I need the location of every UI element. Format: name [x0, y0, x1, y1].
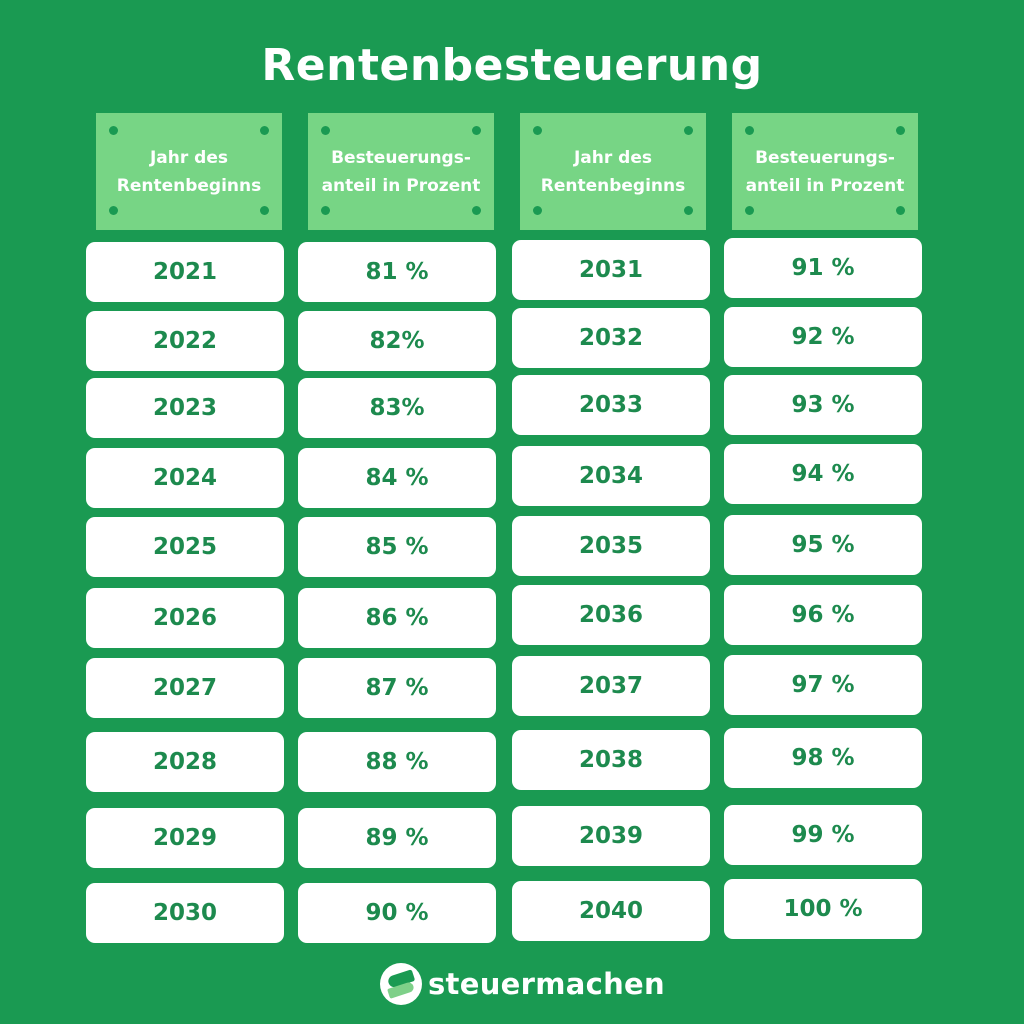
year-cell: 2028 [86, 732, 284, 792]
header-dot [533, 126, 542, 135]
share-cell: 93 % [724, 375, 922, 435]
year-cell: 2036 [512, 585, 710, 645]
share-cell: 97 % [724, 655, 922, 715]
year-cell: 2040 [512, 881, 710, 941]
share-cell: 87 % [298, 658, 496, 718]
year-cell: 2024 [86, 448, 284, 508]
header-share-left: Besteuerungs- anteil in Prozent [308, 113, 494, 230]
header-line: Besteuerungs- [755, 147, 895, 168]
share-cell: 91 % [724, 238, 922, 298]
header-dot [321, 126, 330, 135]
share-cell: 86 % [298, 588, 496, 648]
share-cell: 88 % [298, 732, 496, 792]
share-cell: 100 % [724, 879, 922, 939]
year-cell: 2038 [512, 730, 710, 790]
year-cell: 2022 [86, 311, 284, 371]
share-cell: 82% [298, 311, 496, 371]
header-dot [472, 126, 481, 135]
header-year-right: Jahr des Rentenbeginns [520, 113, 706, 230]
share-cell: 94 % [724, 444, 922, 504]
header-line: anteil in Prozent [321, 175, 481, 196]
header-line: anteil in Prozent [745, 175, 905, 196]
header-dot [472, 206, 481, 215]
brand-name: steuermachen [428, 967, 665, 1001]
header-line: Besteuerungs- [331, 147, 471, 168]
year-cell: 2039 [512, 806, 710, 866]
header-dot [321, 206, 330, 215]
header-dot [896, 126, 905, 135]
header-line: Jahr des [149, 147, 229, 168]
header-dot [684, 126, 693, 135]
share-cell: 84 % [298, 448, 496, 508]
share-cell: 99 % [724, 805, 922, 865]
header-line: Rentenbeginns [116, 175, 262, 196]
steuermachen-logo-icon [380, 963, 422, 1005]
header-dot [533, 206, 542, 215]
share-cell: 98 % [724, 728, 922, 788]
year-cell: 2021 [86, 242, 284, 302]
year-cell: 2025 [86, 517, 284, 577]
share-cell: 92 % [724, 307, 922, 367]
share-cell: 89 % [298, 808, 496, 868]
year-cell: 2023 [86, 378, 284, 438]
share-cell: 95 % [724, 515, 922, 575]
header-dot [109, 206, 118, 215]
share-cell: 83% [298, 378, 496, 438]
year-cell: 2031 [512, 240, 710, 300]
share-cell: 85 % [298, 517, 496, 577]
year-cell: 2026 [86, 588, 284, 648]
year-cell: 2035 [512, 516, 710, 576]
year-cell: 2033 [512, 375, 710, 435]
header-dot [896, 206, 905, 215]
year-cell: 2027 [86, 658, 284, 718]
year-cell: 2034 [512, 446, 710, 506]
year-cell: 2030 [86, 883, 284, 943]
header-line: Rentenbeginns [540, 175, 686, 196]
share-cell: 90 % [298, 883, 496, 943]
header-dot [109, 126, 118, 135]
header-dot [260, 126, 269, 135]
share-cell: 81 % [298, 242, 496, 302]
page-title: Rentenbesteuerung [261, 40, 763, 91]
year-cell: 2029 [86, 808, 284, 868]
header-line: Jahr des [573, 147, 653, 168]
header-dot [260, 206, 269, 215]
year-cell: 2032 [512, 308, 710, 368]
year-cell: 2037 [512, 656, 710, 716]
header-year-left: Jahr des Rentenbeginns [96, 113, 282, 230]
share-cell: 96 % [724, 585, 922, 645]
footer-brand: steuermachen [380, 960, 665, 1008]
header-dot [745, 206, 754, 215]
header-dot [684, 206, 693, 215]
header-share-right: Besteuerungs- anteil in Prozent [732, 113, 918, 230]
header-dot [745, 126, 754, 135]
